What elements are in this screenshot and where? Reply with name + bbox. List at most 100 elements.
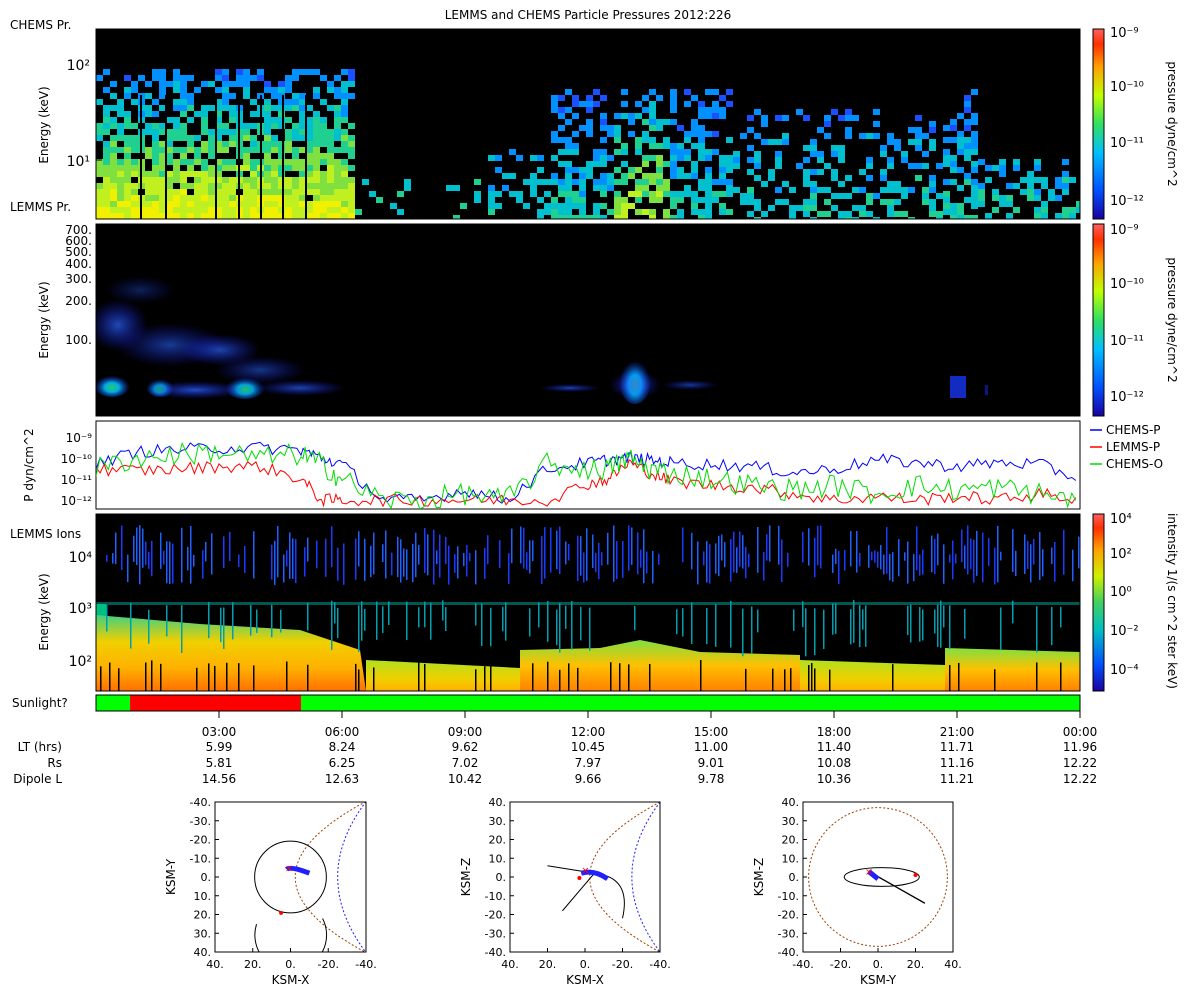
- chems-pixel: [215, 177, 222, 183]
- chems-pixel: [313, 171, 320, 177]
- orbit-ytick-label: -10.: [778, 890, 799, 903]
- ion-streak-low: [406, 601, 408, 641]
- chems-pixel: [677, 167, 684, 173]
- chems-pixel: [299, 69, 306, 75]
- ion-streak: [163, 550, 165, 565]
- chems-pixel: [810, 205, 817, 211]
- chems-pixel: [313, 111, 320, 117]
- chems-pixel: [656, 161, 663, 167]
- chems-pixel: [873, 217, 880, 219]
- chems-pixel: [264, 213, 271, 219]
- chems-pixel: [173, 99, 180, 105]
- ion-streak: [652, 550, 654, 584]
- pressure-series: [96, 441, 1077, 509]
- chems-pixel: [201, 147, 208, 153]
- ion-streak: [439, 534, 441, 578]
- chems-pixel: [285, 135, 292, 141]
- ion-streak-low: [475, 603, 477, 626]
- chems-pixel: [747, 199, 754, 205]
- ion-gap: [949, 665, 951, 691]
- series-line-chems-p: [96, 441, 1077, 504]
- chems-pixel: [544, 191, 551, 197]
- ion-gap: [118, 668, 120, 691]
- chems-pixel: [348, 189, 355, 195]
- chems-pixel: [957, 209, 964, 215]
- chems-pixel: [586, 125, 593, 131]
- chems-pixel: [859, 187, 866, 193]
- chems-pixel: [803, 205, 810, 211]
- chems-pixel: [194, 135, 201, 141]
- chems-pixel: [376, 197, 383, 203]
- chems-pixel: [642, 173, 649, 179]
- chems-pixel: [964, 155, 971, 161]
- ion-streak: [682, 527, 684, 563]
- ion-streak: [520, 526, 522, 564]
- ion-gap: [424, 663, 426, 691]
- chems-pixel: [152, 75, 159, 81]
- chems-pixel: [124, 207, 131, 213]
- chems-pixel: [299, 207, 306, 213]
- chems-pixel: [166, 201, 173, 207]
- chems-pixel: [208, 165, 215, 171]
- chems-pixel: [180, 171, 187, 177]
- ion-streak: [1078, 536, 1080, 569]
- time-tick-label: 09:00: [448, 725, 483, 739]
- pressure-ylabel: P dyn/cm^2: [22, 428, 36, 501]
- chems-pixel: [264, 147, 271, 153]
- chems-pixel: [698, 113, 705, 119]
- chems-pixel: [306, 207, 313, 213]
- chems-pixel: [957, 137, 964, 143]
- pressure-background: [95, 420, 1081, 510]
- chems-pixel: [341, 93, 348, 99]
- chems-pixel: [971, 197, 978, 203]
- chems-pixel: [600, 95, 607, 101]
- ephemeris-value: 10.36: [817, 772, 851, 786]
- chems-pixel: [551, 155, 558, 161]
- chems-pixel: [271, 159, 278, 165]
- chems-pixel: [201, 165, 208, 171]
- chems-pixel: [334, 189, 341, 195]
- chems-pixel: [103, 147, 110, 153]
- chems-pixel: [334, 195, 341, 201]
- ephemeris-value: 10.42: [448, 772, 482, 786]
- ion-streak: [433, 529, 435, 585]
- chems-pixel: [957, 185, 964, 191]
- chems-pixel: [348, 195, 355, 201]
- ion-streak: [406, 549, 408, 580]
- chems-pixel: [327, 177, 334, 183]
- chems-pixel: [705, 215, 712, 219]
- chems-pixel: [558, 149, 565, 155]
- chems-pixel: [341, 177, 348, 183]
- chems-pixel: [110, 147, 117, 153]
- ion-streak-low: [556, 609, 558, 646]
- chems-pixel: [838, 157, 845, 163]
- chems-pixel: [992, 165, 999, 171]
- ion-streak: [715, 543, 717, 574]
- chems-pixel: [838, 115, 845, 121]
- chems-pixel: [558, 185, 565, 191]
- chems-pixel: [649, 215, 656, 219]
- chems-pixel: [173, 69, 180, 75]
- chems-pixel: [327, 129, 334, 135]
- chems-pixel: [950, 167, 957, 173]
- chems-pixel: [264, 177, 271, 183]
- chems-pixel: [159, 147, 166, 153]
- chems-pixel: [488, 197, 495, 203]
- chems-pixel: [656, 179, 663, 185]
- ion-streak: [526, 552, 528, 570]
- chems-pixel: [971, 167, 978, 173]
- chems-pixel: [509, 173, 516, 179]
- orbit-ytick-label: 10.: [489, 852, 507, 865]
- ion-streak-low: [364, 609, 366, 631]
- chems-pixel: [110, 93, 117, 99]
- chems-pixel: [264, 153, 271, 159]
- ion-streak: [733, 531, 735, 573]
- chems-pixel: [299, 171, 306, 177]
- chems-pixel: [285, 207, 292, 213]
- chems-pixel: [971, 113, 978, 119]
- chems-pixel: [740, 199, 747, 205]
- chems-pixel: [299, 135, 306, 141]
- chems-pixel: [313, 177, 320, 183]
- chems-pixel: [950, 155, 957, 161]
- ion-streak-low: [220, 607, 222, 643]
